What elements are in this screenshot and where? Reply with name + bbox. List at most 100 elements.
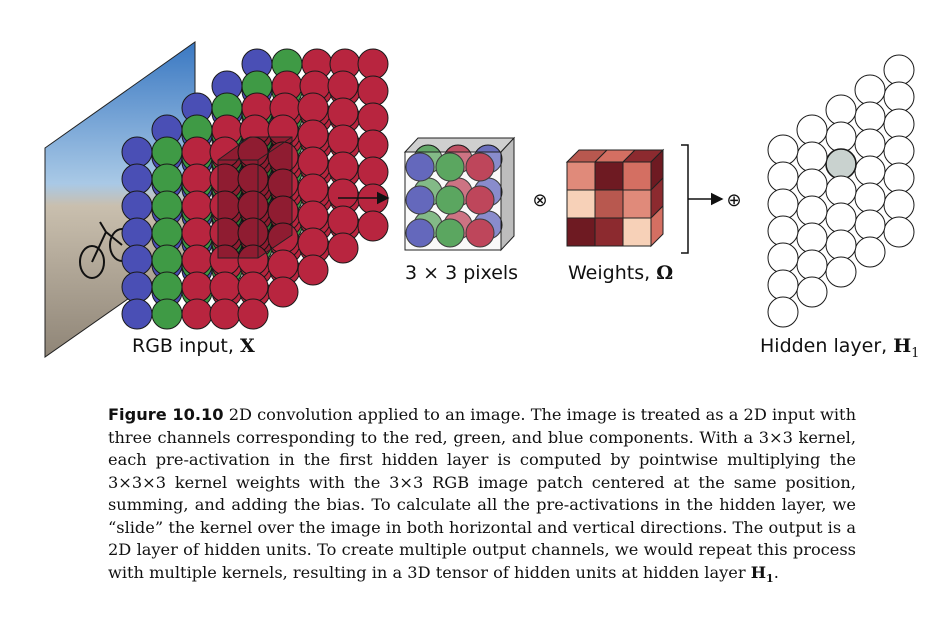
weight-cell xyxy=(622,189,652,219)
blue-unit xyxy=(121,271,153,303)
red-unit xyxy=(237,271,269,303)
green-unit xyxy=(151,163,183,195)
blue-unit xyxy=(121,298,153,330)
hidden-unit xyxy=(854,182,886,214)
blue-unit xyxy=(121,244,153,276)
patch-unit xyxy=(435,185,465,215)
weight-cell xyxy=(566,161,596,191)
red-unit xyxy=(181,136,213,168)
caption-text: 2D convolution applied to an image. The … xyxy=(108,405,856,582)
weight-cell xyxy=(594,189,624,219)
hidden-layer-subscript: 1 xyxy=(911,345,920,361)
hidden-unit xyxy=(854,128,886,160)
figure-caption: Figure 10.10 2D convolution applied to a… xyxy=(108,404,856,590)
hidden-unit xyxy=(854,155,886,187)
hidden-unit xyxy=(825,175,857,207)
caption-label: Figure 10.10 xyxy=(108,405,224,424)
hidden-unit xyxy=(767,296,799,328)
weight-cell xyxy=(594,161,624,191)
convolution-diagram: ⊗ ⊕ xyxy=(44,41,915,358)
red-unit xyxy=(327,232,359,264)
green-unit xyxy=(151,136,183,168)
multiply-symbol: ⊗ xyxy=(532,190,547,211)
hidden-unit xyxy=(883,216,915,248)
red-unit xyxy=(357,48,389,80)
hidden-unit xyxy=(796,276,828,308)
green-unit xyxy=(151,190,183,222)
hidden-unit xyxy=(796,141,828,173)
add-symbol: ⊕ xyxy=(726,190,741,211)
input-patch-highlight xyxy=(217,136,293,259)
weight-cell xyxy=(622,161,652,191)
hidden-unit xyxy=(796,195,828,227)
weight-cell xyxy=(566,189,596,219)
red-unit xyxy=(181,163,213,195)
hidden-unit-active xyxy=(825,148,857,180)
blue-unit xyxy=(121,217,153,249)
red-unit xyxy=(297,227,329,259)
red-unit xyxy=(297,254,329,286)
caption-end-symbol: H xyxy=(750,562,767,582)
hidden-unit xyxy=(883,108,915,140)
hidden-unit xyxy=(796,114,828,146)
hidden-unit xyxy=(767,269,799,301)
hidden-unit xyxy=(854,101,886,133)
weight-cell xyxy=(594,217,624,247)
red-unit xyxy=(357,75,389,107)
red-unit xyxy=(297,119,329,151)
red-unit xyxy=(297,173,329,205)
hidden-layer-symbol: H xyxy=(893,335,912,357)
red-unit xyxy=(327,97,359,129)
patch-unit xyxy=(405,218,435,248)
blue-unit xyxy=(121,163,153,195)
hidden-unit xyxy=(883,189,915,221)
red-unit xyxy=(327,178,359,210)
hidden-unit xyxy=(825,256,857,288)
patch-unit xyxy=(435,152,465,182)
hidden-layer-label: Hidden layer, H1 xyxy=(760,335,920,361)
red-unit xyxy=(357,156,389,188)
pixels-label: 3 × 3 pixels xyxy=(405,262,519,284)
patch-unit xyxy=(465,218,495,248)
hidden-unit xyxy=(854,74,886,106)
red-unit xyxy=(181,244,213,276)
hidden-unit xyxy=(825,94,857,126)
weights-cube xyxy=(565,148,665,248)
hidden-layer-grid xyxy=(767,54,915,328)
green-unit xyxy=(151,217,183,249)
hidden-unit xyxy=(854,236,886,268)
pixel-patch-cube xyxy=(403,136,516,252)
patch-unit xyxy=(405,152,435,182)
red-unit xyxy=(327,151,359,183)
patch-unit xyxy=(405,185,435,215)
hidden-unit xyxy=(767,161,799,193)
hidden-unit xyxy=(825,229,857,261)
red-unit xyxy=(267,249,299,281)
green-unit xyxy=(151,271,183,303)
hidden-unit xyxy=(767,188,799,220)
red-unit xyxy=(357,102,389,134)
hidden-unit xyxy=(767,134,799,166)
hidden-unit xyxy=(883,162,915,194)
hidden-unit xyxy=(854,209,886,241)
caption-end-subscript: 1 xyxy=(766,571,774,585)
red-unit xyxy=(267,276,299,308)
red-unit xyxy=(357,183,389,215)
red-unit xyxy=(357,129,389,161)
hidden-unit xyxy=(825,202,857,234)
red-unit xyxy=(327,124,359,156)
hidden-unit xyxy=(883,81,915,113)
hidden-unit xyxy=(825,121,857,153)
weights-bracket xyxy=(681,144,689,254)
weights-label: Weights, Ω xyxy=(568,262,674,284)
weight-cell xyxy=(566,217,596,247)
red-unit xyxy=(209,271,241,303)
blue-unit xyxy=(121,190,153,222)
patch-unit xyxy=(465,152,495,182)
red-unit xyxy=(297,200,329,232)
red-unit xyxy=(357,210,389,242)
caption-end-punct: . xyxy=(773,562,779,582)
hidden-unit xyxy=(796,222,828,254)
red-unit xyxy=(181,271,213,303)
red-unit xyxy=(181,217,213,249)
